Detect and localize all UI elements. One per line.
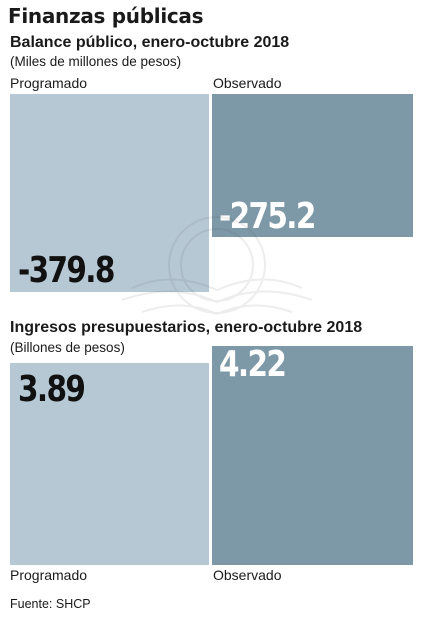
balance-observado-value: -275.2 [219, 196, 316, 237]
ingresos-programado-value: 3.89 [18, 369, 86, 410]
infographic-title: Finanzas públicas [8, 4, 204, 28]
balance-programado-value: -379.8 [18, 250, 115, 291]
source-note: Fuente: SHCP [10, 597, 91, 611]
ingresos-chart-title: Ingresos presupuestarios, enero-octubre … [10, 319, 363, 336]
ingresos-observado-label: Observado [213, 567, 282, 583]
balance-chart-subtitle: (Miles de millones de pesos) [10, 54, 182, 69]
balance-observado-bar [212, 94, 413, 237]
balance-programado-label: Programado [10, 75, 88, 91]
ingresos-observado-bar [212, 346, 413, 565]
ingresos-observado-value: 4.22 [219, 344, 287, 385]
balance-chart-title: Balance público, enero-octubre 2018 [10, 34, 290, 51]
ingresos-programado-bar [10, 363, 209, 565]
balance-observado-label: Observado [213, 75, 282, 91]
eagle-emblem-watermark [121, 216, 313, 316]
balance-programado-bar [10, 94, 209, 292]
ingresos-chart-subtitle: (Billones de pesos) [10, 340, 125, 355]
ingresos-programado-label: Programado [10, 567, 88, 583]
